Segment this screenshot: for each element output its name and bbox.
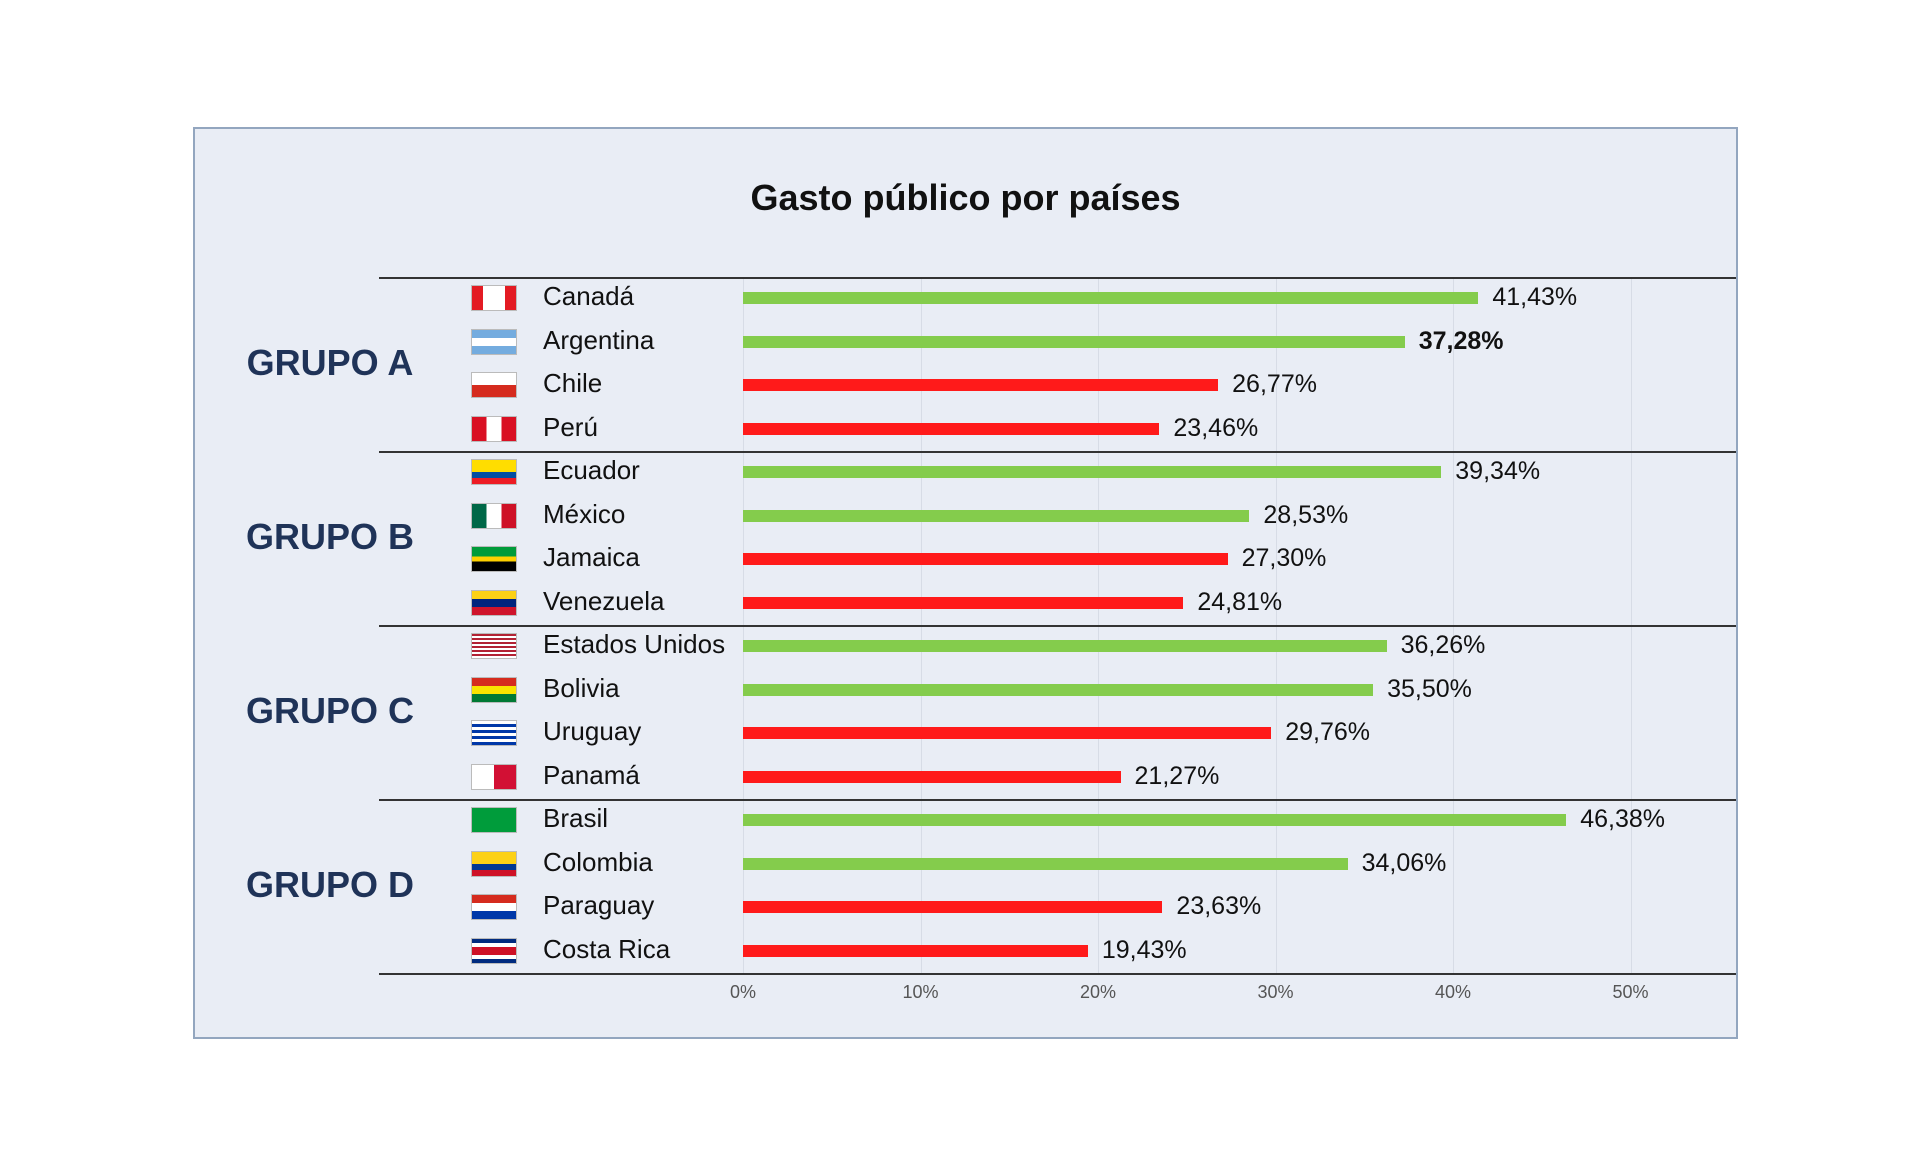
- country-label: Costa Rica: [543, 933, 671, 964]
- bar-row: Jamaica 27,30%: [195, 538, 1736, 581]
- flag-ecuador-icon: [471, 459, 517, 485]
- flag-costa-rica-icon: [471, 937, 517, 964]
- bar: [743, 509, 1250, 522]
- data-label: 35,50%: [1387, 674, 1472, 703]
- bar: [743, 857, 1348, 870]
- bar: [743, 901, 1163, 913]
- bar-row: Estados Unidos 36,26%: [195, 625, 1736, 668]
- bar: [743, 727, 1272, 739]
- bar: [743, 770, 1121, 783]
- bar: [743, 422, 1160, 435]
- data-label: 23,46%: [1173, 413, 1259, 442]
- flag-paraguay-icon: [471, 894, 517, 920]
- bar-row: Perú 23,46%: [195, 408, 1736, 451]
- bar: [743, 379, 1219, 391]
- bar: [743, 944, 1088, 957]
- x-tick-label: 40%: [1434, 982, 1472, 1002]
- x-tick-label: 20%: [1079, 982, 1117, 1002]
- bar: [743, 466, 1442, 478]
- bar-row: Bolivia 35,50%: [195, 669, 1736, 712]
- group-label: GRUPO C: [245, 690, 414, 731]
- bar: [743, 292, 1479, 304]
- flag-uruguay-icon: [471, 720, 517, 746]
- flag-mexico-icon: [471, 502, 517, 529]
- country-label: Perú: [543, 411, 598, 442]
- data-label: 21,27%: [1134, 761, 1220, 790]
- x-tick-label: 30%: [1257, 982, 1294, 1002]
- data-label: 26,77%: [1232, 370, 1317, 398]
- flag-brazil-icon: [471, 807, 517, 833]
- data-label: 27,30%: [1241, 544, 1327, 572]
- data-label: 34,06%: [1361, 848, 1447, 877]
- bar-row: Brasil 46,38%: [195, 799, 1736, 842]
- group-separator: [379, 277, 1736, 279]
- bar-row: Argentina 37,28%: [195, 321, 1736, 364]
- bar-row: Chile 26,77%: [195, 364, 1736, 407]
- flag-canada-icon: [471, 285, 517, 311]
- flag-argentina-icon: [471, 328, 517, 355]
- data-label: 39,34%: [1455, 457, 1541, 485]
- data-label: 36,26%: [1400, 631, 1486, 659]
- country-label: Colombia: [543, 846, 653, 877]
- flag-bolivia-icon: [471, 676, 517, 703]
- flag-peru-icon: [471, 415, 517, 442]
- country-label: Brasil: [543, 803, 609, 833]
- group-label: GRUPO D: [245, 864, 414, 905]
- x-tick-label: 50%: [1612, 982, 1649, 1002]
- bar-row: Ecuador 39,34%: [195, 451, 1736, 494]
- country-label: Canadá: [543, 281, 635, 311]
- data-label: 23,63%: [1176, 892, 1262, 920]
- bar-row: Paraguay 23,63%: [195, 886, 1736, 929]
- country-label: Argentina: [543, 324, 655, 355]
- bar: [743, 640, 1387, 652]
- bar-row: Uruguay 29,76%: [195, 712, 1736, 755]
- country-label: Jamaica: [543, 542, 640, 572]
- chart-frame: Gasto público por países 0% 10% 20% 30% 40% 5…: [193, 127, 1738, 1039]
- data-label: 46,38%: [1580, 805, 1666, 833]
- bar-row: Costa Rica 19,43%: [195, 930, 1736, 973]
- country-label: Venezuela: [543, 585, 665, 616]
- country-label: Panamá: [543, 759, 640, 790]
- country-label: Chile: [543, 368, 603, 398]
- data-label: 19,43%: [1101, 935, 1187, 964]
- bar: [743, 335, 1405, 348]
- group-separator: [379, 973, 1736, 975]
- flag-colombia-icon: [471, 850, 517, 877]
- country-label: México: [543, 498, 626, 529]
- country-label: Estados Unidos: [543, 629, 726, 659]
- flag-chile-icon: [471, 372, 517, 398]
- bar-row: México 28,53%: [195, 495, 1736, 538]
- country-label: Paraguay: [543, 890, 655, 920]
- bar: [743, 553, 1228, 565]
- bar: [743, 814, 1567, 826]
- group-separator: [379, 451, 1736, 453]
- group-separator: [379, 625, 1736, 627]
- data-label: 28,53%: [1263, 500, 1349, 529]
- flag-jamaica-icon: [471, 546, 517, 572]
- x-tick-label: 10%: [902, 982, 939, 1002]
- group-separator: [379, 799, 1736, 801]
- bar-row: Venezuela 24,81%: [195, 582, 1736, 625]
- bar-row: Colombia 34,06%: [195, 843, 1736, 886]
- flag-panama-icon: [471, 763, 517, 790]
- country-label: Bolivia: [543, 672, 620, 703]
- country-label: Uruguay: [543, 716, 642, 746]
- bar-row: Canadá 41,43%: [195, 277, 1736, 320]
- bar: [743, 683, 1374, 696]
- data-label: 41,43%: [1492, 283, 1578, 311]
- flag-usa-icon: [471, 633, 517, 659]
- data-label: 37,28%: [1418, 326, 1504, 355]
- data-label: 29,76%: [1285, 718, 1371, 746]
- group-label: GRUPO B: [245, 516, 414, 557]
- country-label: Ecuador: [543, 455, 640, 485]
- bar: [743, 596, 1184, 609]
- chart-title: Gasto público por países: [750, 177, 1181, 218]
- bar-row: Panamá 21,27%: [195, 756, 1736, 799]
- x-tick-label: 0%: [729, 982, 757, 1002]
- flag-venezuela-icon: [471, 589, 517, 616]
- group-label: GRUPO A: [246, 342, 414, 383]
- data-label: 24,81%: [1197, 587, 1283, 616]
